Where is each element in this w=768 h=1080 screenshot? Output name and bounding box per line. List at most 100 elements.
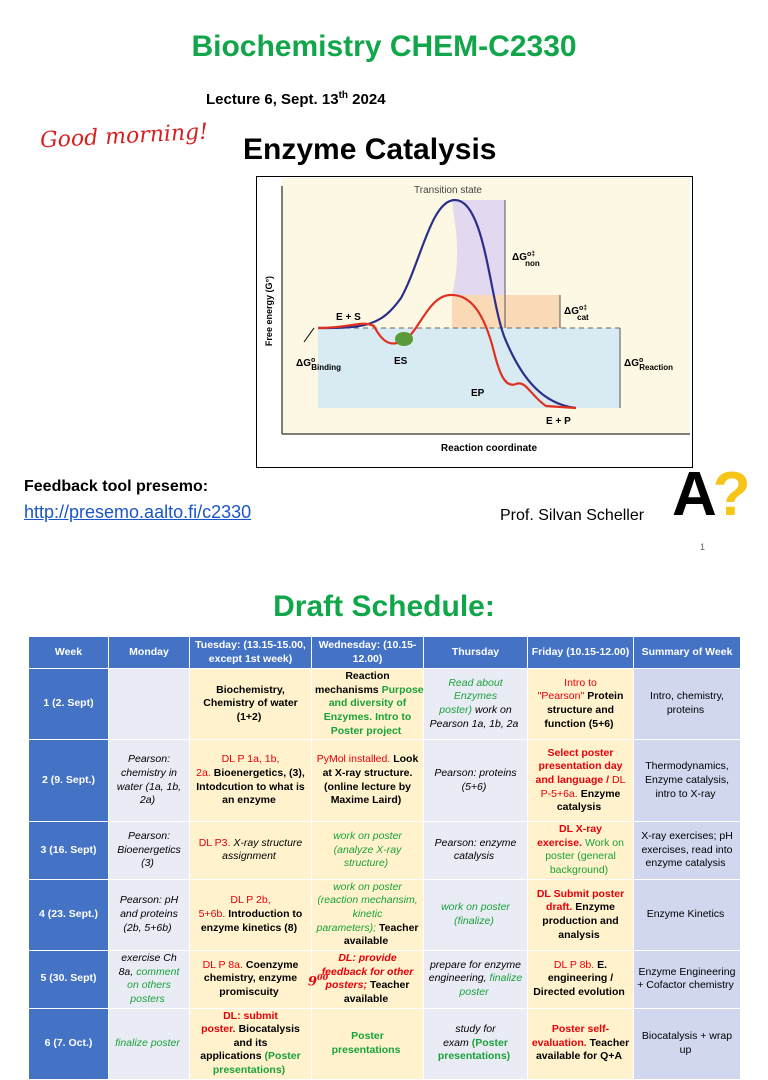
cat-region [452, 295, 560, 328]
schedule-cell: Pearson: proteins (5+6) [423, 739, 528, 823]
cell-text: work on Pearson 1a, 1b, 2a [429, 704, 519, 730]
cell-text: Select poster presentation day and langu… [535, 746, 623, 786]
schedule-cell: DL P 8a. Coenzyme chemistry, enzyme promi… [189, 949, 312, 1009]
schedule-cell: Poster presentations [311, 1007, 424, 1080]
cell-text: exercise Ch 8a, [118, 951, 177, 978]
handwritten-greeting: Good morning! [39, 119, 209, 154]
dg-sup: o‡ [527, 251, 535, 258]
label-ep: EP [471, 388, 485, 399]
schedule-cell: Thermodynamics, Enzyme catalysis, intro … [633, 739, 741, 823]
enzyme-icon [395, 332, 413, 346]
label-transition-state: Transition state [414, 185, 482, 196]
cell-text: Coenzyme chemistry, enzyme promiscuity [203, 958, 299, 999]
annotation-text: 9 [308, 974, 318, 990]
schedule-cell: Select poster presentation day and langu… [527, 739, 634, 823]
page-number: 1 [700, 542, 706, 552]
non-region [452, 200, 505, 295]
cell-text: work on poster (reaction mechansim, kine… [316, 880, 418, 934]
schedule-cell: Pearson: Bioenergetics (3) [108, 821, 190, 880]
cell-text: Enzyme Engineering + Cofactor chemistry [637, 965, 736, 992]
schedule-cell: Enzyme Kinetics [633, 878, 741, 951]
energy-diagram: Transition state Free energy (G°) Reacti… [256, 176, 693, 468]
feedback-label: Feedback tool presemo: [24, 478, 209, 495]
cell-text: Pearson: Bioenergetics (3) [117, 830, 181, 870]
dg-sup: o‡ [579, 305, 587, 312]
schedule-cell: DL P 1a, 1b, 2a. Bioenergetics, (3), Into… [189, 739, 312, 823]
dg-main: ΔG [564, 306, 579, 317]
cell-text: Intro, chemistry, proteins [650, 690, 724, 717]
schedule-cell: finalize poster [108, 1007, 190, 1080]
feedback-link[interactable]: http://presemo.aalto.fi/c2330 [24, 502, 252, 522]
binding-arrow [303, 327, 315, 343]
cell-text: Read about Enzymes poster) [439, 676, 503, 717]
header-cell: Thursday [423, 636, 528, 669]
week-cell: 1 (2. Sept) [28, 667, 109, 741]
aalto-logo: A? [672, 464, 751, 526]
cell-text: work on poster (analyze X-ray structure) [333, 830, 402, 870]
schedule-cell: DL P3. X-ray structure assignment [189, 821, 312, 880]
schedule-row: 4 (23. Sept.) Pearson: pH and proteins (2… [28, 878, 741, 951]
schedule-cell: work on poster (finalize) [423, 878, 528, 951]
cell-text: work on poster (finalize) [441, 901, 510, 927]
cell-text: Biocatalysis + wrap up [641, 1029, 733, 1056]
week-cell: 2 (9. Sept.) [28, 739, 109, 823]
cell-text: finalize poster [115, 1036, 180, 1049]
schedule-cell: Reaction mechanisms Purpose and diversity… [311, 667, 424, 741]
schedule-cell: Poster self-evaluation. Teacher available… [527, 1007, 634, 1080]
cell-text: Pearson: pH and proteins (2b, 5+6b) [119, 894, 179, 934]
cell-text: DL X-ray exercise. [537, 823, 602, 849]
label-es-start: E + S [336, 312, 361, 323]
schedule-cell: work on poster (analyze X-ray structure) [311, 821, 424, 880]
schedule-cell: work on poster (reaction mechansim, kine… [311, 878, 424, 951]
schedule-cell: Enzyme Engineering + Cofactor chemistry [633, 949, 741, 1009]
cell-text: Reaction mechanisms [315, 670, 390, 696]
cell-text: Enzyme production and analysis [542, 901, 619, 941]
catalyzed-curve [317, 293, 577, 410]
schedule-row: 5 (30. Sept) exercise Ch 8a, comment on ot… [28, 949, 741, 1009]
table-header: Week Monday Tuesday: (13.15-15.00, except … [28, 636, 741, 669]
schedule-row: 3 (16. Sept) Pearson: Bioenergetics (3) DL… [28, 821, 741, 880]
y-axis-label: Free energy (G°) [264, 276, 274, 346]
schedule-cell: study for exam (Poster presentations) [423, 1007, 528, 1080]
label-dg-binding: ΔGo Binding [296, 357, 341, 372]
cell-text: Bioenergetics, (3), Intodcution to what … [196, 767, 305, 807]
dg-sub: Binding [311, 363, 341, 372]
cell-text: comment on others posters [127, 965, 180, 1005]
cell-text: finalize poster [459, 972, 523, 999]
schedule-cell: Biochemistry, Chemistry of water (1+2) [189, 667, 312, 741]
week-cell: 3 (16. Sept) [28, 821, 109, 880]
cell-text: Poster presentations [331, 1029, 401, 1056]
dg-sub: Reaction [639, 363, 673, 372]
schedule-cell: DL Submit poster draft. Enzyme production… [527, 878, 634, 951]
cell-text: Thermodynamics, Enzyme catalysis, intro … [644, 760, 730, 800]
schedule-cell: DL P 8b. E. engineering / Directed evolut… [527, 949, 634, 1009]
cell-text: DL P 2b, 5+6b. [198, 894, 271, 921]
header-cell: Friday (10.15-12.00) [527, 636, 634, 669]
cell-text: prepare for enzyme engineering, [428, 958, 522, 985]
dg-main: ΔG [624, 358, 639, 369]
schedule-cell: PyMol installed. Look at X-ray structure.… [311, 739, 424, 823]
header-cell: Summary of Week [633, 636, 741, 669]
dg-main: ΔG [296, 358, 311, 369]
cell-text: DL: provide feedback for other posters; [321, 951, 414, 992]
lecture-text: Lecture 6, Sept. 13 [206, 91, 339, 108]
header-cell: Wednesday: (10.15-12.00) [311, 636, 424, 669]
cell-text: Introduction to enzyme kinetics (8) [200, 908, 303, 934]
label-dg-reaction: ΔGo Reaction [624, 357, 673, 372]
annotation-sup: 00 [317, 972, 329, 982]
table-body: 1 (2. Sept) Biochemistry, Chemistry of wa… [28, 667, 741, 1080]
logo-mark: ? [712, 460, 751, 529]
handwritten-time: 900 [308, 972, 328, 989]
schedule-cell: Intro, chemistry, proteins [633, 667, 741, 741]
cell-text: Intro to "Pearson" [537, 676, 597, 703]
schedule-cell: Biocatalysis + wrap up [633, 1007, 741, 1080]
label-dg-non: ΔGo‡ non [512, 251, 540, 268]
label-dg-cat: ΔGo‡ cat [564, 305, 589, 322]
week-cell: 5 (30. Sept) [28, 949, 109, 1009]
schedule-cell: exercise Ch 8a, comment on others posters [108, 949, 190, 1009]
cell-text: DL P 8a. [202, 958, 243, 971]
schedule-cell: Intro to "Pearson" Protein structure and … [527, 667, 634, 741]
cell-text: Work on poster (general background) [545, 836, 624, 877]
page: Biochemistry CHEM-C2330 Lecture 6, Sept.… [24, 30, 751, 1080]
schedule-row: 2 (9. Sept.) Pearson: chemistry in water … [28, 739, 741, 823]
